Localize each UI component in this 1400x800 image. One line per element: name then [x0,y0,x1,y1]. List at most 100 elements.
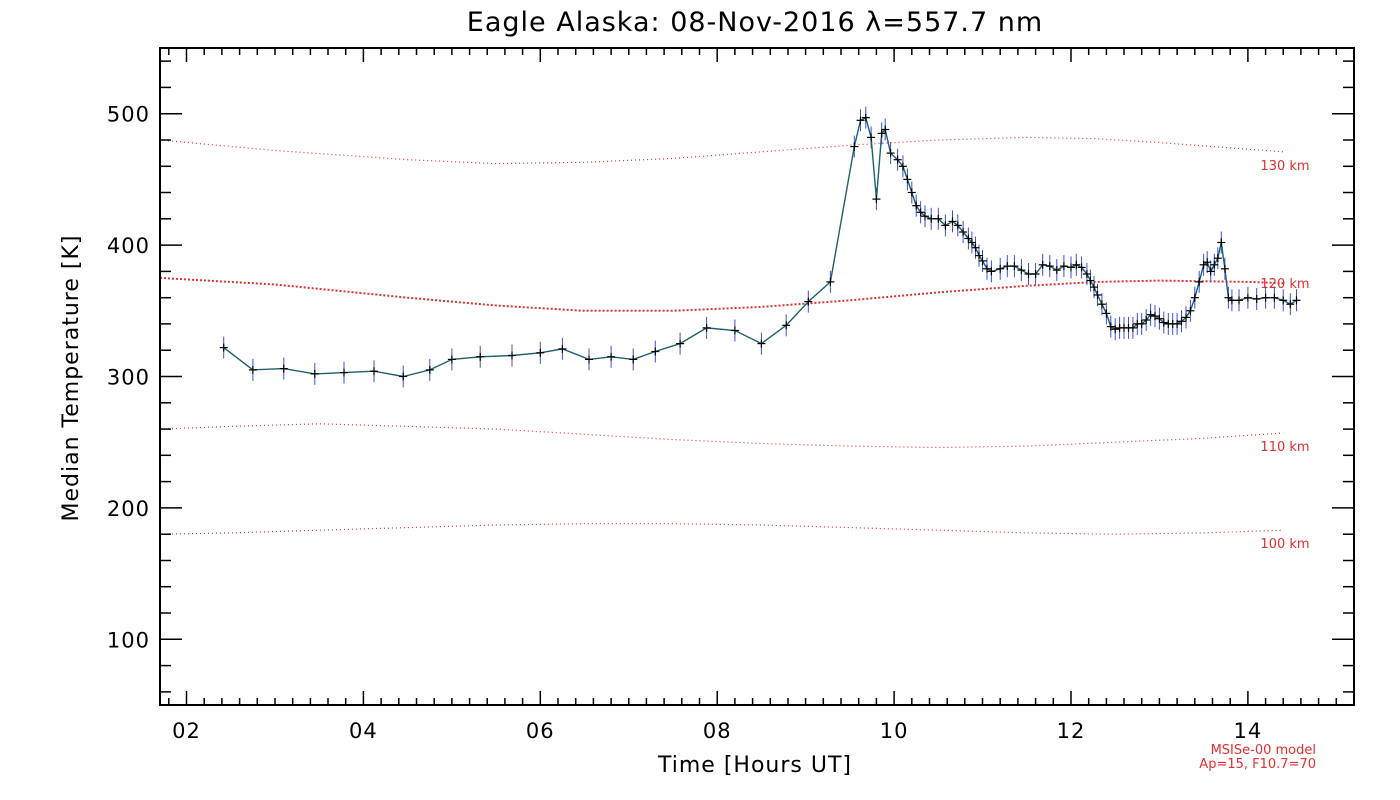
model-note-line-2: Ap=15, F10.7=70 [1199,757,1316,772]
data-point [850,142,859,151]
data-point [893,155,902,164]
data-point [1128,323,1137,332]
x-tick-label: 12 [1057,719,1086,743]
reference-curve-label-3: 100 km [1260,537,1309,552]
data-point [1261,293,1270,302]
data-point [1206,267,1215,276]
data-point [1195,277,1204,286]
data-point [921,212,929,221]
reference-curve-label-2: 110 km [1260,440,1309,455]
data-point [508,351,516,360]
data-point [959,228,968,236]
y-tick-label: 400 [107,234,150,258]
data-point [447,355,456,364]
data-point [651,347,660,356]
data-point [1173,319,1182,328]
data-point [1097,300,1106,309]
data-point [903,175,912,184]
data-point [978,256,987,265]
data-point [1052,266,1061,275]
data-point [1093,291,1102,299]
plot-frame [159,47,1355,706]
y-tick-label: 500 [107,103,150,127]
data-point [1210,260,1219,269]
series-line [223,116,1297,378]
data-series [219,106,1301,388]
data-point [219,343,228,352]
data-point [1159,318,1168,327]
data-point [1252,295,1261,303]
data-point [1003,262,1012,271]
data-point [1270,293,1279,302]
data-point [1151,312,1159,321]
data-point [927,214,936,223]
y-tick-label: 300 [107,366,150,390]
data-point [1067,263,1075,272]
data-point [1106,322,1115,331]
data-point [867,133,876,142]
data-point [1031,270,1040,278]
data-point [1177,317,1186,326]
x-tick-label: 02 [172,719,201,743]
y-tick-label: 100 [107,628,150,652]
x-tick-label: 04 [349,719,378,743]
x-axis-label: Time [Hours UT] [657,753,852,778]
data-point [702,323,711,332]
data-point [1010,262,1019,271]
data-point [1102,309,1111,318]
chart-title: Eagle Alaska: 08-Nov-2016 λ=557.7 nm [467,7,1043,38]
data-point [1217,238,1226,247]
data-point [558,344,567,353]
data-point [934,214,943,223]
data-point [585,355,593,364]
data-point [782,321,791,330]
data-point [1182,313,1190,322]
data-point [1082,270,1091,278]
data-point [676,339,685,348]
data-point [881,125,890,134]
data-point [1017,266,1026,275]
data-point [1111,325,1120,334]
data-point [310,369,319,378]
data-point [1024,270,1033,278]
data-point [1142,316,1151,324]
data-point [964,234,973,243]
data-point [279,364,288,373]
data-point [872,195,881,204]
data-point [1045,262,1054,271]
data-point [987,267,996,276]
data-point [804,297,813,306]
data-point [629,355,638,364]
data-point [1279,296,1288,305]
data-point [1077,263,1086,272]
data-point [1146,310,1155,319]
data-point [1186,306,1195,315]
data-point [886,149,895,158]
data-point [861,113,870,122]
data-point [1086,276,1095,285]
data-point [1220,264,1229,273]
model-note-line-1: MSISe-00 model [1211,743,1316,758]
data-point [1213,254,1222,263]
data-point [476,352,485,361]
data-point [971,243,980,252]
reference-curve-label-1: 120 km [1260,277,1309,292]
data-point [757,339,766,348]
data-point [1190,293,1199,302]
data-point [856,116,865,125]
x-tick-label: 06 [526,719,555,743]
data-point [898,162,907,171]
data-point [1059,262,1068,271]
y-tick-label: 200 [107,497,150,521]
data-point [1235,296,1243,305]
data-point [340,368,348,377]
data-point [425,365,434,374]
data-point [916,208,925,217]
data-point [967,238,976,247]
reference-curves: 130 km 120 km 110 km 100 km [159,136,1310,552]
data-point [975,251,983,260]
x-tick-label: 14 [1234,719,1263,743]
data-point [907,188,916,197]
x-tick-label: 10 [880,719,909,743]
